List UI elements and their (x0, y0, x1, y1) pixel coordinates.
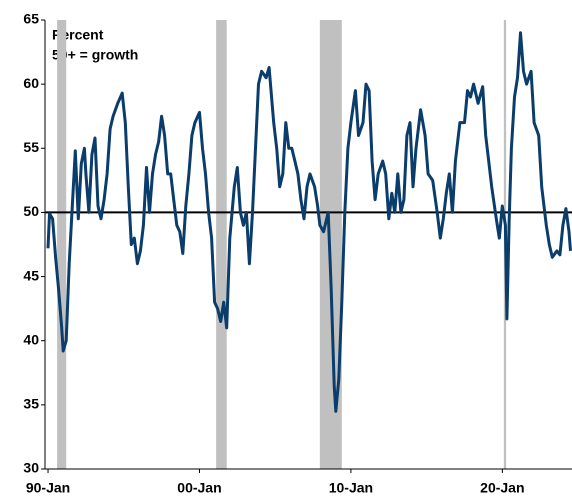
x-tick-label: 00-Jan (177, 480, 221, 496)
recession-shade (216, 20, 227, 469)
y-tick-label: 35 (23, 396, 39, 412)
y-tick-label: 30 (23, 460, 39, 476)
x-tick-label: 20-Jan (480, 480, 524, 496)
y-tick-label: 65 (23, 11, 39, 27)
y-tick-label: 45 (23, 267, 39, 283)
recession-shade (57, 20, 67, 469)
x-tick-label: 90-Jan (26, 480, 70, 496)
x-tick-label: 10-Jan (329, 480, 373, 496)
y-tick-label: 40 (23, 331, 39, 347)
y-tick-label: 50 (23, 203, 39, 219)
annotation: 50+ = growth (52, 47, 138, 63)
data-line (46, 31, 572, 413)
y-tick-label: 60 (23, 75, 39, 91)
y-tick-label: 55 (23, 139, 39, 155)
